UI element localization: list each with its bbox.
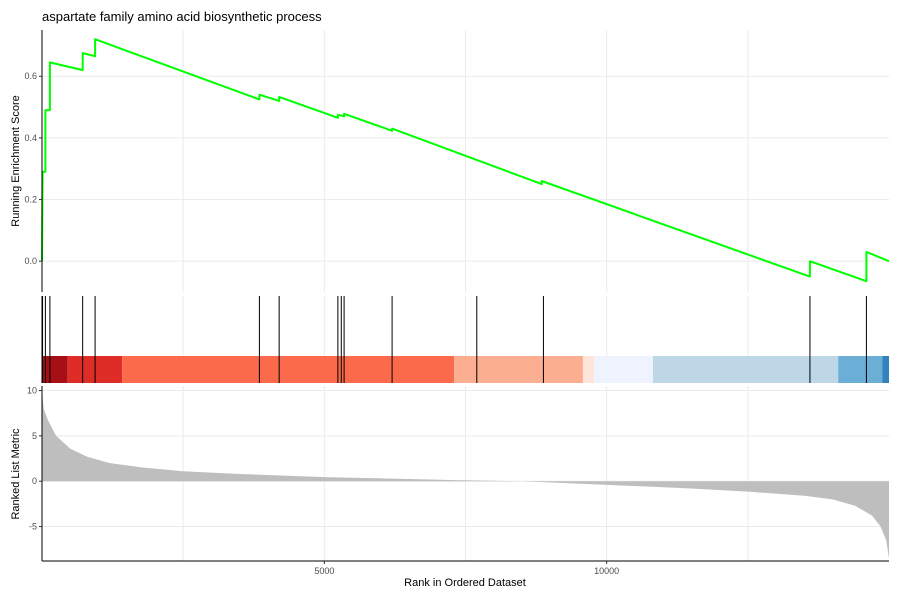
y-tick-label-ranked-metric: 5 — [32, 431, 37, 441]
y-axis-title-running-score: Running Enrichment Score — [10, 95, 22, 226]
rank-colorbar-segment — [652, 356, 839, 383]
y-tick-label-ranked-metric: -5 — [29, 522, 37, 532]
rank-colorbar-segment — [838, 356, 883, 383]
rank-colorbar-segment — [122, 356, 455, 383]
y-tick-label-running-score: 0.6 — [24, 71, 37, 81]
rank-colorbar-segment — [42, 356, 68, 383]
rank-colorbar-segment — [594, 356, 653, 383]
y-axis-title-ranked-metric: Ranked List Metric — [10, 428, 22, 520]
x-tick-label: 10000 — [594, 566, 619, 576]
rank-colorbar-segment — [454, 356, 583, 383]
rank-colorbar-segment — [882, 356, 889, 383]
chart-title: aspartate family amino acid biosynthetic… — [42, 9, 322, 24]
ranked-metric-area — [42, 390, 889, 559]
rank-colorbar-segment — [582, 356, 595, 383]
y-tick-label-running-score: 0.2 — [24, 195, 37, 205]
y-tick-label-ranked-metric: 10 — [27, 386, 37, 396]
running-enrichment-line — [41, 38, 890, 283]
y-tick-label-running-score: 0.0 — [24, 256, 37, 266]
y-tick-label-running-score: 0.4 — [24, 133, 37, 143]
plot-layers: 0.0 0.2 0.4 0.6 -5 0 5 10 5000 10000 — [24, 30, 890, 576]
x-tick-label: 5000 — [314, 566, 334, 576]
y-tick-label-ranked-metric: 0 — [32, 476, 37, 486]
x-axis-title: Rank in Ordered Dataset — [404, 577, 526, 589]
